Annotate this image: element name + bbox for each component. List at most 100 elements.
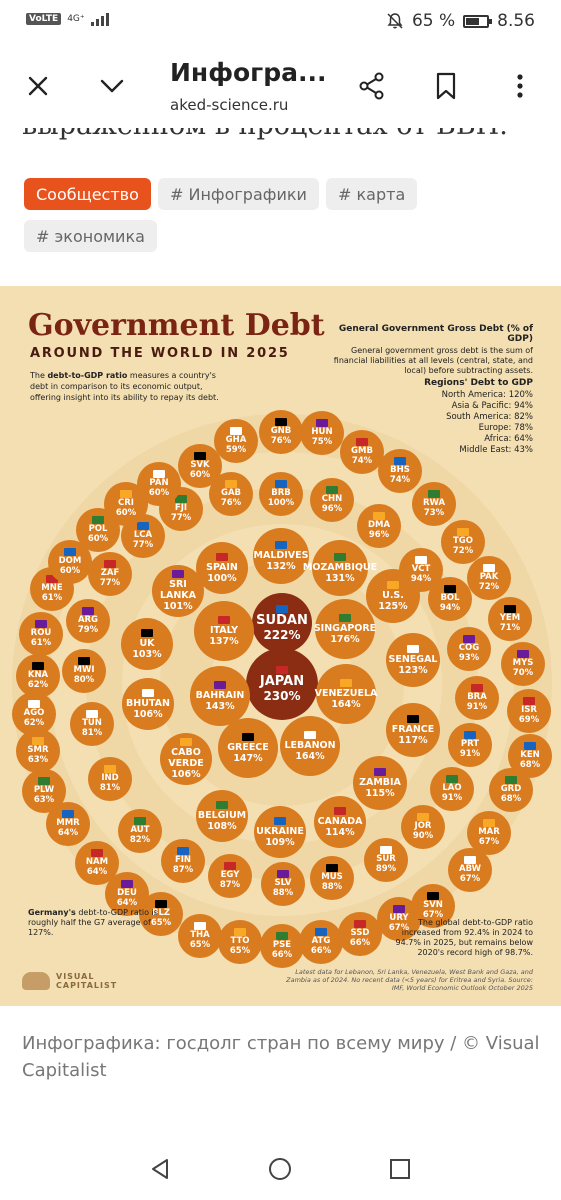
flag-icon (427, 892, 439, 900)
logo-mark-icon (22, 972, 50, 990)
global-note: The global debt-to-GDP ratio increased f… (395, 918, 533, 957)
country-bubble: DEU 64% (105, 872, 149, 916)
flag-icon (172, 570, 184, 578)
country-bubble: HUN 75% (300, 411, 344, 455)
country-code: AGO (23, 708, 45, 718)
flag-icon (274, 816, 286, 825)
country-code: YEM (499, 613, 521, 623)
browser-topbar: Инфогра... aked-science.ru (0, 44, 561, 128)
country-code: CANADA (317, 815, 363, 827)
country-code: HUN (311, 427, 333, 437)
close-icon[interactable] (20, 68, 56, 104)
home-icon[interactable] (265, 1154, 295, 1184)
flag-icon (194, 452, 206, 460)
debt-value: 67% (478, 837, 500, 847)
country-code: BRB (271, 488, 291, 498)
clock: 8.56 (497, 11, 535, 31)
flag-icon (415, 556, 427, 564)
flag-icon (334, 806, 346, 815)
tag-economics[interactable]: # экономика (24, 220, 157, 252)
country-code: GNB (270, 426, 292, 436)
debt-value: 77% (170, 513, 192, 523)
logo-text-line-2: CAPITALIST (56, 981, 118, 990)
debt-value: 222% (263, 627, 301, 642)
more-icon[interactable] (502, 68, 538, 104)
country-bubble: PSE 66% (260, 924, 304, 968)
flag-icon (155, 900, 167, 908)
debt-value: 67% (459, 874, 481, 884)
flag-icon (505, 776, 517, 784)
country-bubble: VENEZUELA 164% (315, 664, 377, 724)
debt-value: 108% (207, 820, 237, 832)
debt-value: 109% (265, 836, 295, 848)
network-type: 4G⁺ (67, 13, 85, 24)
flag-icon (504, 605, 516, 613)
infographic-image[interactable]: Government Debt AROUND THE WORLD IN 2025… (0, 286, 561, 1006)
tag-map[interactable]: # карта (326, 178, 418, 210)
flag-icon (340, 678, 352, 687)
flag-icon (82, 607, 94, 615)
tag-infographics[interactable]: # Инфографики (158, 178, 319, 210)
flag-icon (64, 548, 76, 556)
flag-icon (86, 710, 98, 718)
flag-icon (483, 564, 495, 572)
debt-value: 77% (99, 578, 121, 588)
country-code: SVK (190, 460, 210, 470)
country-code: TTO (230, 936, 250, 946)
country-bubble: GNB 76% (259, 410, 303, 454)
country-code: GREECE (227, 741, 269, 753)
country-code: MAR (478, 827, 500, 837)
signal-icon (90, 12, 109, 26)
debt-value: 67% (422, 910, 444, 920)
image-caption: Инфографика: госдолг стран по всему миру… (22, 1033, 540, 1081)
country-bubble: CANADA 114% (314, 796, 366, 848)
flag-icon (153, 470, 165, 478)
recents-icon[interactable] (385, 1154, 415, 1184)
country-bubble: TTO 65% (218, 920, 262, 964)
country-code: URY (389, 913, 409, 923)
battery-percent: 65 % (411, 11, 456, 31)
flag-icon (104, 560, 116, 568)
flag-icon (354, 920, 366, 928)
debt-value: 59% (225, 445, 247, 455)
chevron-down-icon[interactable] (94, 68, 130, 104)
country-code: KEN (520, 750, 540, 760)
flag-icon (339, 613, 351, 622)
country-code: EGY (220, 870, 240, 880)
flag-icon (35, 620, 47, 628)
country-code: TUN (82, 718, 102, 728)
flag-icon (326, 864, 338, 872)
battery-fill (466, 17, 480, 25)
country-bubble: SENEGAL 123% (386, 633, 440, 687)
debt-value: 68% (519, 760, 541, 770)
flag-icon (380, 846, 392, 854)
country-bubble: ISR 69% (507, 689, 551, 733)
country-code: FIN (174, 855, 192, 865)
country-code: UKRAINE (256, 825, 304, 837)
share-icon[interactable] (354, 68, 390, 104)
country-bubble: THA 65% (178, 914, 222, 958)
debt-value: 82% (129, 835, 151, 845)
flag-icon (417, 813, 429, 821)
country-code: PAK (479, 572, 499, 582)
flag-icon (407, 644, 419, 653)
flag-icon (32, 737, 44, 745)
debt-value: 62% (27, 680, 49, 690)
battery-icon (463, 14, 493, 28)
country-code: LEBANON (284, 739, 336, 751)
country-bubble: SUDAN 222% (252, 593, 312, 653)
flag-icon (334, 552, 346, 561)
country-bubble: VCT 94% (399, 548, 443, 592)
bookmark-icon[interactable] (428, 68, 464, 104)
flag-icon (28, 700, 40, 708)
desc-bold: debt-to-GDP ratio (47, 371, 128, 380)
flag-icon (234, 928, 246, 936)
country-bubble: NAM 64% (75, 841, 119, 885)
tag-community[interactable]: Сообщество (24, 178, 151, 210)
back-icon[interactable] (145, 1154, 175, 1184)
debt-value: 76% (220, 498, 242, 508)
debt-value: 72% (478, 582, 500, 592)
source-note: Latest data for Lebanon, Sri Lanka, Vene… (286, 968, 533, 992)
debt-value: 91% (441, 793, 463, 803)
legend-text: General government gross debt is the sum… (333, 346, 533, 375)
